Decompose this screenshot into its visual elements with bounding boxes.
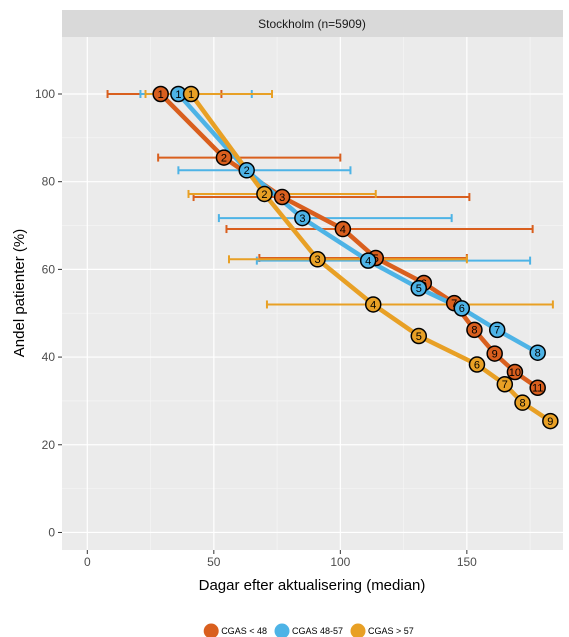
x-tick-label: 150 — [457, 555, 477, 569]
x-axis: 0 50 100 150 — [84, 550, 477, 569]
data-point — [215, 149, 233, 166]
data-point — [468, 356, 486, 373]
data-point-label: 7 — [451, 298, 457, 310]
data-point-label: 9 — [547, 416, 553, 428]
y-tick-label: 80 — [42, 175, 56, 189]
data-point-label: 3 — [314, 254, 320, 266]
y-tick-label: 20 — [42, 438, 56, 452]
y-tick-label: 40 — [42, 350, 56, 364]
x-tick-label: 50 — [207, 555, 221, 569]
y-tick-label: 60 — [42, 262, 56, 276]
data-point-label: 11 — [532, 383, 543, 395]
data-point-label: 7 — [502, 379, 508, 391]
facet-strip — [62, 10, 563, 37]
legend-label: CGAS > 57 — [368, 626, 414, 636]
data-point — [273, 188, 291, 206]
data-point — [364, 296, 382, 313]
data-point — [453, 300, 471, 317]
data-point-label: 2 — [221, 152, 227, 164]
data-point-label: 4 — [370, 299, 376, 311]
plot-panel — [62, 37, 563, 550]
data-point — [182, 85, 200, 103]
data-point-label: 9 — [492, 348, 498, 360]
data-point — [529, 344, 546, 361]
data-point — [309, 251, 326, 268]
data-point-label: 1 — [188, 89, 194, 101]
legend-key — [274, 623, 290, 637]
data-point-label: 8 — [519, 397, 525, 409]
legend-label: CGAS < 48 — [221, 626, 267, 636]
data-point — [410, 327, 428, 345]
data-point — [334, 220, 352, 238]
y-axis: 0 20 40 60 80 100 — [35, 87, 62, 539]
data-point-label: 8 — [535, 347, 541, 359]
data-point — [506, 363, 524, 381]
data-point-label: 1 — [158, 89, 164, 101]
data-point-label: 6 — [459, 303, 465, 315]
data-point-label: 5 — [416, 283, 422, 295]
data-point — [238, 162, 255, 179]
y-axis-title: Andel patienter (%) — [11, 229, 28, 357]
legend-key — [203, 623, 219, 637]
data-point-label: 8 — [471, 325, 477, 337]
y-tick-label: 100 — [35, 87, 55, 101]
y-tick-label: 0 — [48, 525, 55, 539]
facet-strip-label: Stockholm (n=5909) — [258, 17, 366, 31]
legend-key — [350, 623, 366, 637]
data-point-label: 2 — [261, 189, 267, 201]
data-point — [496, 376, 514, 393]
data-point-label: 4 — [340, 224, 346, 236]
legend-label: CGAS 48-57 — [292, 626, 343, 636]
x-axis-title: Dagar efter aktualisering (median) — [199, 577, 426, 594]
data-point-label: 5 — [416, 331, 422, 343]
data-point — [256, 185, 273, 203]
data-point-label: 4 — [365, 255, 371, 267]
data-point-label: 3 — [299, 213, 305, 225]
x-tick-label: 100 — [330, 555, 350, 569]
series-markers: 123456789101112345678123456789 — [152, 85, 559, 430]
data-point-label: 2 — [244, 165, 250, 177]
data-point — [488, 321, 506, 339]
data-point — [294, 209, 311, 227]
x-tick-label: 0 — [84, 555, 91, 569]
legend: CGAS < 48 CGAS 48-57 CGAS > 57 — [203, 623, 414, 637]
data-point — [410, 279, 428, 297]
data-point — [486, 345, 503, 362]
data-point — [542, 412, 559, 430]
data-point — [466, 321, 483, 339]
data-point — [359, 252, 377, 269]
data-point-label: 7 — [494, 325, 500, 337]
data-point-label: 10 — [509, 367, 521, 379]
data-point — [514, 394, 531, 411]
data-point-label: 1 — [175, 89, 181, 101]
data-point — [529, 379, 546, 397]
data-point — [152, 85, 169, 103]
data-point-label: 3 — [279, 192, 285, 204]
data-point-label: 6 — [474, 359, 480, 371]
error-bars — [106, 90, 554, 309]
